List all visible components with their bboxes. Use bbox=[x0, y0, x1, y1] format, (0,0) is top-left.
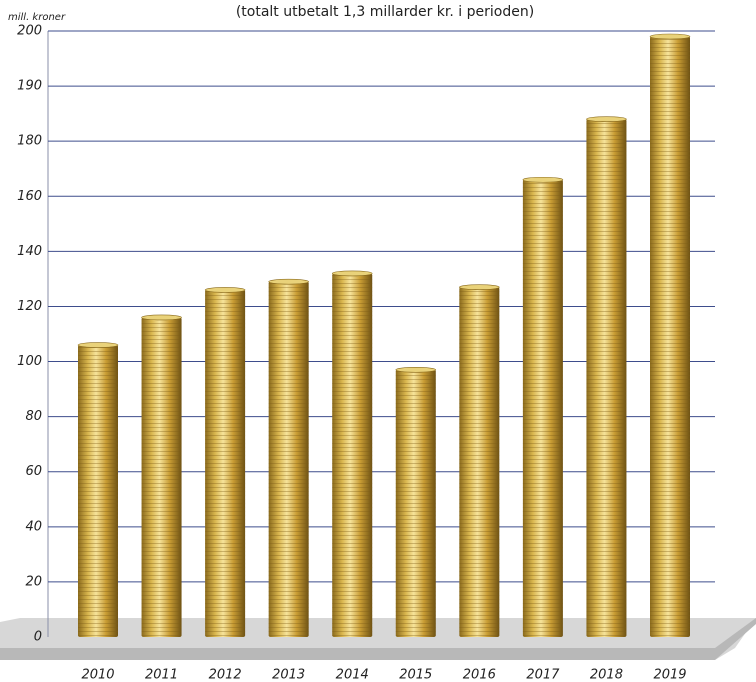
bar-texture bbox=[332, 273, 373, 637]
bar-top bbox=[395, 367, 437, 373]
y-tick-label: 180 bbox=[17, 134, 42, 149]
y-tick-label: 80 bbox=[25, 409, 42, 424]
x-tick-label: 2016 bbox=[463, 668, 496, 682]
y-tick-label: 40 bbox=[25, 519, 42, 534]
bar-top bbox=[586, 116, 627, 122]
bar-texture bbox=[586, 119, 627, 638]
bar-top bbox=[141, 314, 182, 321]
bar-texture bbox=[78, 345, 118, 637]
bar-top bbox=[268, 278, 309, 285]
x-tick-label: 2018 bbox=[590, 668, 623, 682]
bar-texture bbox=[205, 289, 246, 637]
x-tick-label: 2010 bbox=[81, 668, 114, 682]
bar-top bbox=[459, 284, 500, 290]
bar-top bbox=[204, 287, 246, 293]
x-tick-label: 2019 bbox=[653, 668, 686, 682]
y-tick-label: 0 bbox=[34, 630, 42, 645]
x-tick-label: 2017 bbox=[526, 668, 560, 682]
bar-top bbox=[77, 342, 119, 348]
x-tick-label: 2011 bbox=[145, 668, 178, 682]
bar-top bbox=[649, 33, 691, 40]
y-tick-label: 120 bbox=[17, 299, 42, 314]
bar-texture bbox=[522, 179, 563, 637]
x-tick-label: 2012 bbox=[209, 668, 242, 682]
x-tick-label: 2013 bbox=[272, 668, 305, 682]
y-tick-label: 140 bbox=[17, 244, 42, 259]
x-tick-label: 2015 bbox=[399, 668, 432, 682]
y-axis-label: mill. kroner bbox=[8, 12, 66, 23]
y-tick-label: 200 bbox=[17, 24, 42, 39]
bar-texture bbox=[141, 317, 182, 637]
x-tick-label: 2014 bbox=[336, 668, 369, 682]
bar-top bbox=[522, 176, 564, 183]
bar-texture bbox=[268, 281, 309, 637]
y-tick-label: 160 bbox=[17, 189, 42, 204]
bar-top bbox=[331, 270, 373, 277]
bar-texture bbox=[459, 287, 500, 637]
floor-edge bbox=[0, 618, 756, 660]
y-tick-label: 100 bbox=[17, 354, 42, 369]
bar-texture bbox=[395, 369, 436, 637]
chart-subtitle: (totalt utbetalt 1,3 millarder kr. i per… bbox=[236, 4, 534, 20]
bar-texture bbox=[650, 36, 690, 637]
y-tick-label: 20 bbox=[25, 574, 42, 589]
y-tick-label: 190 bbox=[17, 79, 42, 94]
y-tick-label: 60 bbox=[25, 464, 42, 479]
